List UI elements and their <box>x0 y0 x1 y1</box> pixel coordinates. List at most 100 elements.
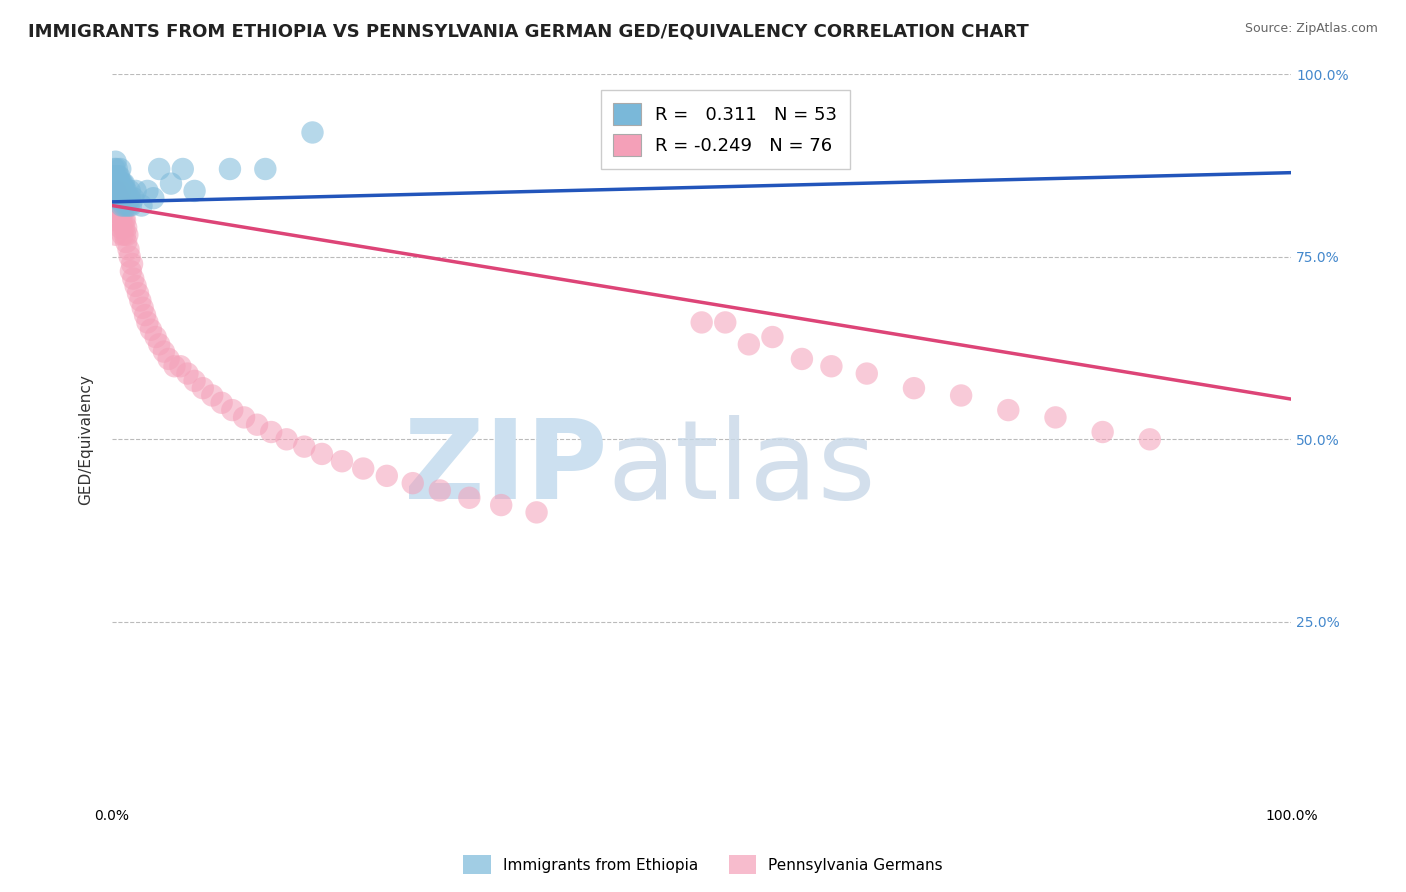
Point <box>112 184 135 198</box>
Point <box>111 206 134 220</box>
Point <box>246 417 269 432</box>
Point <box>111 177 134 191</box>
Point <box>110 177 132 191</box>
Point <box>176 367 198 381</box>
Point <box>903 381 925 395</box>
Point <box>107 184 129 198</box>
Point <box>108 177 131 191</box>
Point <box>104 169 127 184</box>
Point <box>111 191 134 205</box>
Point <box>950 388 973 402</box>
Point <box>107 169 129 184</box>
Point <box>117 198 139 212</box>
Point <box>112 177 135 191</box>
Text: atlas: atlas <box>607 415 876 522</box>
Point <box>260 425 283 439</box>
Point <box>104 154 127 169</box>
Point <box>301 126 323 140</box>
Point <box>221 403 243 417</box>
Point <box>105 206 128 220</box>
Text: IMMIGRANTS FROM ETHIOPIA VS PENNSYLVANIA GERMAN GED/EQUIVALENCY CORRELATION CHAR: IMMIGRANTS FROM ETHIOPIA VS PENNSYLVANIA… <box>28 22 1029 40</box>
Point <box>103 177 125 191</box>
Point <box>136 315 159 329</box>
Point <box>110 184 132 198</box>
Point <box>110 184 132 198</box>
Point <box>103 198 125 212</box>
Point <box>233 410 256 425</box>
Point <box>108 191 131 205</box>
Point <box>115 198 138 212</box>
Point <box>110 191 132 205</box>
Point <box>211 396 233 410</box>
Point <box>134 308 156 322</box>
Point <box>172 161 194 176</box>
Point <box>761 330 783 344</box>
Point <box>1045 410 1067 425</box>
Point <box>104 184 127 198</box>
Point <box>118 250 141 264</box>
Point <box>489 498 512 512</box>
Point <box>122 191 145 205</box>
Point <box>115 184 138 198</box>
Point <box>117 191 139 205</box>
Point <box>115 220 138 235</box>
Text: Source: ZipAtlas.com: Source: ZipAtlas.com <box>1244 22 1378 36</box>
Point <box>105 161 128 176</box>
Point <box>105 191 128 205</box>
Point <box>738 337 761 351</box>
Point <box>108 191 131 205</box>
Point <box>107 213 129 227</box>
Point <box>429 483 451 498</box>
Point <box>110 198 132 212</box>
Point <box>114 227 136 242</box>
Point <box>219 161 242 176</box>
Point <box>124 184 146 198</box>
Point <box>114 191 136 205</box>
Point <box>110 161 132 176</box>
Point <box>157 351 180 366</box>
Point <box>103 169 125 184</box>
Point <box>183 374 205 388</box>
Point <box>118 184 141 198</box>
Point <box>110 213 132 227</box>
Point <box>121 257 143 271</box>
Point <box>107 198 129 212</box>
Point <box>111 184 134 198</box>
Point <box>118 191 141 205</box>
Point <box>103 161 125 176</box>
Point <box>352 461 374 475</box>
Point <box>148 161 170 176</box>
Point <box>145 330 167 344</box>
Point <box>131 198 153 212</box>
Point <box>110 220 132 235</box>
Point <box>120 264 142 278</box>
Point <box>110 198 132 212</box>
Point <box>311 447 333 461</box>
Point <box>112 220 135 235</box>
Y-axis label: GED/Equivalency: GED/Equivalency <box>79 374 93 505</box>
Point <box>110 184 132 198</box>
Point <box>112 198 135 212</box>
Point <box>139 323 162 337</box>
Point <box>104 184 127 198</box>
Point <box>117 243 139 257</box>
Point <box>111 227 134 242</box>
Point <box>820 359 842 374</box>
Point <box>108 184 131 198</box>
Point <box>127 286 149 301</box>
Point <box>112 213 135 227</box>
Point <box>112 191 135 205</box>
Point <box>124 279 146 293</box>
Point <box>1139 433 1161 447</box>
Point <box>191 381 214 395</box>
Point <box>276 433 298 447</box>
Point <box>105 191 128 205</box>
Point <box>129 293 152 308</box>
Point <box>108 206 131 220</box>
Point <box>110 177 132 191</box>
Point <box>112 198 135 212</box>
Point <box>201 388 224 402</box>
Point <box>1091 425 1114 439</box>
Point <box>122 271 145 285</box>
Point <box>458 491 481 505</box>
